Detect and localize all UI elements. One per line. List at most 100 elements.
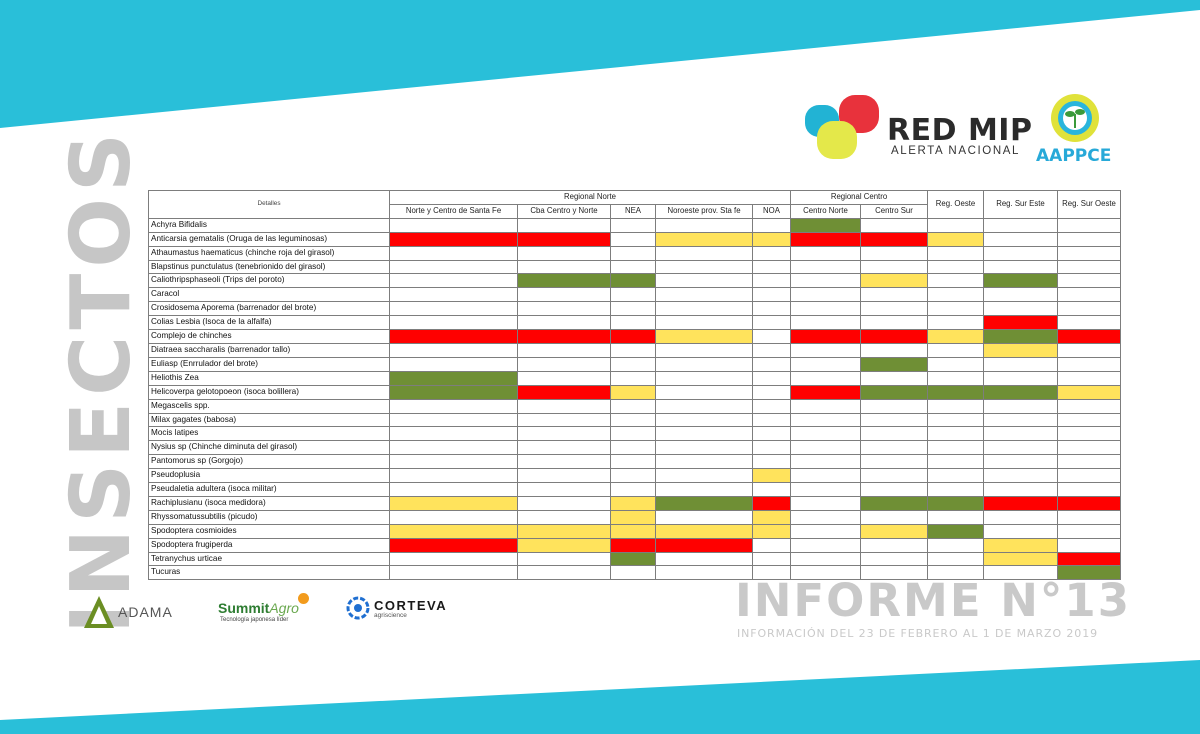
alert-cell: [790, 217, 861, 233]
alert-cell: [860, 551, 928, 567]
alert-cell: [983, 482, 1058, 497]
column-header: Cba Centro y Norte: [517, 203, 611, 219]
alert-cell: [1057, 509, 1121, 525]
alert-cell: [927, 537, 984, 553]
alert-cell: [655, 426, 753, 442]
alert-cell: [983, 245, 1058, 261]
redmip-logo-icon: [805, 95, 879, 159]
alert-cell: [983, 370, 1058, 386]
alert-cell: [927, 495, 984, 511]
pest-name: Crosidosema Aporema (barrenador del brot…: [148, 301, 390, 317]
alert-cell: [610, 551, 656, 567]
alert-cell: [517, 273, 611, 289]
table-row: Tucuras: [148, 565, 1121, 581]
table-row: Megascelis spp.: [148, 398, 1121, 414]
alert-cell: [389, 495, 518, 511]
alert-cell: [610, 468, 656, 484]
alert-cell: [790, 509, 861, 525]
alert-cell: [517, 509, 611, 525]
alert-cell: [927, 468, 984, 484]
alert-cell: [790, 356, 861, 372]
alert-cell: [389, 384, 518, 400]
alert-cell: [1057, 384, 1121, 400]
alert-cell: [655, 412, 753, 428]
alert-cell: [752, 245, 791, 261]
alert-cell: [1057, 426, 1121, 442]
alert-cell: [1057, 565, 1121, 581]
table-body: Achyra Bifidalis Anticarsia gematalis (Or…: [148, 217, 1121, 581]
alert-cell: [860, 537, 928, 553]
table-row: Euliasp (Enrrulador del brote): [148, 356, 1121, 372]
alert-cell: [1057, 259, 1121, 275]
alert-cell: [1057, 273, 1121, 289]
alert-cell: [517, 342, 611, 358]
table-row: Milax gagates (babosa): [148, 412, 1121, 428]
alert-cell: [655, 245, 753, 261]
alert-cell: [860, 482, 928, 497]
alert-cell: [752, 301, 791, 317]
pest-name: Rhyssomatussubtilis (picudo): [148, 509, 390, 525]
alert-cell: [860, 509, 928, 525]
alert-cell: [790, 287, 861, 303]
column-header: Norte y Centro de Santa Fe: [389, 203, 518, 219]
alert-cell: [389, 565, 518, 581]
alert-cell: [610, 426, 656, 442]
alert-cell: [927, 398, 984, 414]
alert-cell: [610, 440, 656, 456]
alert-cell: [983, 468, 1058, 484]
alert-cell: [655, 468, 753, 484]
pest-name: Tetranychus urticae: [148, 551, 390, 567]
alert-cell: [860, 495, 928, 511]
alert-cell: [517, 398, 611, 414]
alert-cell: [1057, 287, 1121, 303]
alert-cell: [517, 537, 611, 553]
alert-cell: [610, 301, 656, 317]
alert-cell: [752, 370, 791, 386]
alert-cell: [610, 454, 656, 470]
alert-cell: [389, 259, 518, 275]
alert-cell: [927, 426, 984, 442]
alert-cell: [790, 537, 861, 553]
alert-cell: [389, 412, 518, 428]
alert-cell: [1057, 454, 1121, 470]
pest-name: Spodoptera frugiperda: [148, 537, 390, 553]
alert-cell: [790, 454, 861, 470]
alert-cell: [983, 509, 1058, 525]
alert-cell: [389, 245, 518, 261]
alert-cell: [1057, 217, 1121, 233]
alert-cell: [1057, 468, 1121, 484]
aappce-logo-icon: [1051, 94, 1099, 142]
alert-cell: [752, 342, 791, 358]
alert-cell: [517, 287, 611, 303]
alert-cell: [517, 440, 611, 456]
alert-cell: [610, 509, 656, 525]
alert-cell: [860, 356, 928, 372]
table-row: Spodoptera cosmioides: [148, 523, 1121, 539]
alert-cell: [790, 482, 861, 497]
table-row: Pseudoplusia: [148, 468, 1121, 484]
table-row: Colias Lesbia (Isoca de la alfalfa): [148, 315, 1121, 331]
alert-cell: [983, 412, 1058, 428]
alert-cell: [655, 273, 753, 289]
column-header: NEA: [610, 203, 656, 219]
alert-cell: [610, 384, 656, 400]
alert-cell: [655, 551, 753, 567]
alert-cell: [517, 217, 611, 233]
alert-cell: [517, 245, 611, 261]
alert-cell: [752, 426, 791, 442]
alert-cell: [983, 259, 1058, 275]
alert-cell: [790, 245, 861, 261]
alert-cell: [860, 231, 928, 247]
alert-cell: [860, 217, 928, 233]
alert-cell: [983, 426, 1058, 442]
pest-name: Blapstinus punctulatus (tenebrionido del…: [148, 259, 390, 275]
alert-cell: [389, 370, 518, 386]
alert-cell: [1057, 329, 1121, 344]
pest-name: Athaumastus haematicus (chinche roja del…: [148, 245, 390, 261]
alert-cell: [389, 454, 518, 470]
alert-cell: [860, 384, 928, 400]
alert-cell: [860, 259, 928, 275]
pest-name: Pantomorus sp (Gorgojo): [148, 454, 390, 470]
alert-cell: [610, 482, 656, 497]
table-row: Pseudaletia adultera (isoca militar): [148, 482, 1121, 497]
